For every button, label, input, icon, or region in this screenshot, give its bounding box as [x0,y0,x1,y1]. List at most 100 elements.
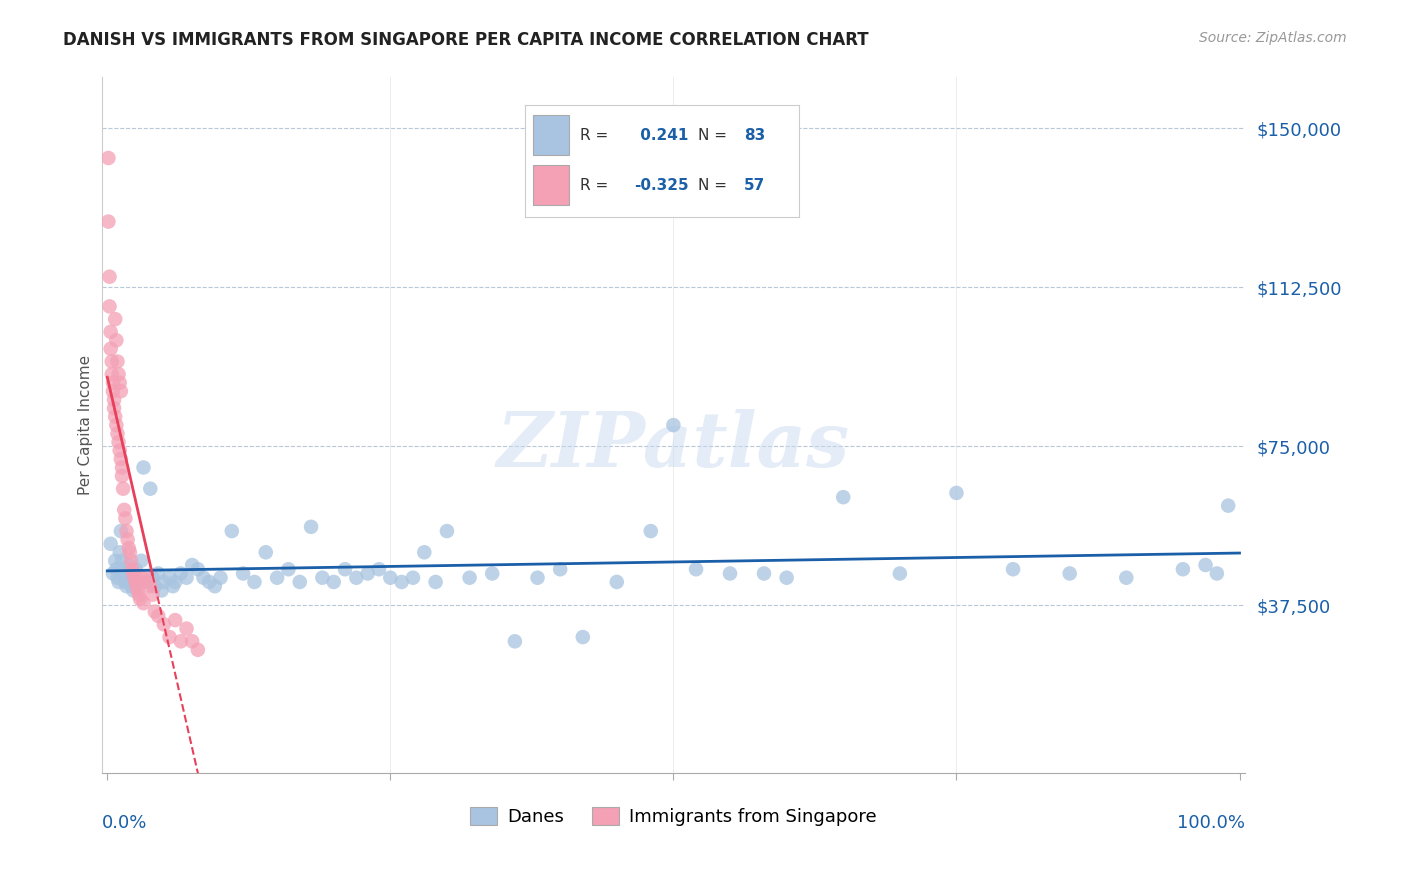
Point [481,566,503,581]
Point [112,503,135,517]
Point [548,562,571,576]
Point [104,554,127,568]
Point [436,524,458,538]
Point [832,490,855,504]
Point [139,579,162,593]
Point [111,469,134,483]
Point [425,574,447,589]
Point [98,299,121,313]
Point [333,562,356,576]
Point [115,524,138,538]
Point [718,566,741,581]
Point [640,524,662,538]
Point [107,571,129,585]
Point [254,545,277,559]
Point [148,566,170,581]
Point [288,574,311,589]
Point [101,354,124,368]
Point [129,591,152,606]
Point [1059,566,1081,581]
Point [153,574,176,589]
Point [1002,562,1025,576]
Point [662,418,685,433]
Point [108,443,131,458]
Point [124,574,146,589]
Point [402,571,425,585]
Point [104,312,127,326]
Point [889,566,911,581]
Point [112,482,135,496]
Point [187,642,209,657]
Point [142,571,165,585]
Point [101,376,124,390]
Point [110,384,132,399]
Point [159,630,181,644]
Text: DANISH VS IMMIGRANTS FROM SINGAPORE PER CAPITA INCOME CORRELATION CHART: DANISH VS IMMIGRANTS FROM SINGAPORE PER … [63,31,869,49]
Point [101,566,124,581]
Point [118,545,141,559]
Point [112,571,135,585]
Point [103,401,125,416]
Point [115,579,138,593]
Point [322,574,344,589]
Text: 100.0%: 100.0% [1177,814,1246,832]
Point [129,554,152,568]
Text: ZIPatlas: ZIPatlas [496,409,851,483]
Point [193,571,215,585]
Point [413,545,436,559]
Point [181,558,204,572]
Point [111,554,134,568]
Point [368,562,391,576]
Point [1205,566,1227,581]
Point [176,571,198,585]
Point [136,574,159,589]
Point [162,579,184,593]
Point [204,579,226,593]
Point [1171,562,1194,576]
Point [124,562,146,576]
Y-axis label: Per Capita Income: Per Capita Income [79,355,93,495]
Point [135,574,157,589]
Point [114,574,136,589]
Point [232,566,254,581]
Point [97,214,120,228]
Point [187,562,209,576]
Point [105,562,128,576]
Point [153,617,176,632]
Legend: Danes, Immigrants from Singapore: Danes, Immigrants from Singapore [463,799,884,833]
Point [117,533,139,547]
Point [120,554,142,568]
Point [135,571,157,585]
Point [142,588,165,602]
Point [118,541,141,555]
Point [121,579,143,593]
Point [1218,499,1240,513]
Point [685,562,707,576]
Point [110,452,132,467]
Point [526,571,548,585]
Point [357,566,380,581]
Point [266,571,288,585]
Point [148,608,170,623]
Point [127,574,149,589]
Point [101,368,124,382]
Point [572,630,595,644]
Point [132,596,155,610]
Point [122,566,145,581]
Point [124,571,146,585]
Point [129,571,152,585]
Point [311,571,333,585]
Point [299,520,322,534]
Point [105,418,128,433]
Point [114,511,136,525]
Point [221,524,243,538]
Point [117,566,139,581]
Point [97,151,120,165]
Point [139,482,162,496]
Point [101,384,124,399]
Text: 0.0%: 0.0% [101,814,148,832]
Point [118,571,141,585]
Point [121,562,143,576]
Point [150,583,173,598]
Point [100,342,122,356]
